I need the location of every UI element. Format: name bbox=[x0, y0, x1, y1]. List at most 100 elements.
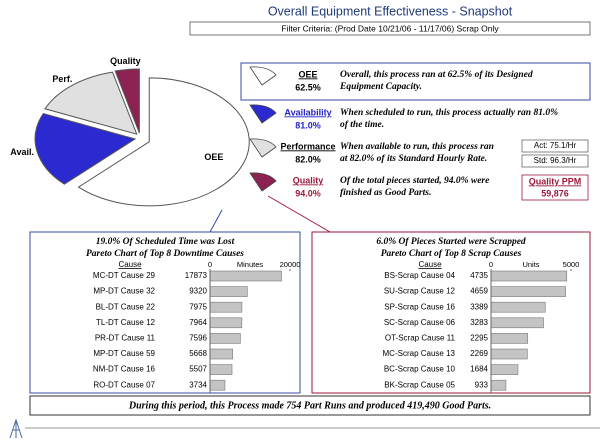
value-label: 7975 bbox=[189, 302, 207, 311]
category-label: MP-DT Cause 59 bbox=[93, 349, 155, 358]
oee-box bbox=[240, 62, 591, 101]
footer-box bbox=[29, 395, 591, 416]
value-label: 4659 bbox=[470, 287, 488, 296]
category-label: BS-Scrap Cause 04 bbox=[384, 271, 455, 280]
x-tick-label: 20000 bbox=[280, 260, 301, 269]
bar bbox=[490, 379, 507, 391]
bar bbox=[490, 348, 528, 360]
logo bbox=[9, 418, 23, 439]
panel bbox=[311, 231, 591, 394]
value-label: 4735 bbox=[470, 271, 488, 280]
metric-name[interactable]: Availability bbox=[284, 107, 331, 117]
ppm-value: 59,876 bbox=[541, 188, 569, 198]
metric-name[interactable]: Performance bbox=[280, 141, 335, 151]
bar bbox=[490, 270, 568, 282]
y-axis-label: Cause bbox=[118, 260, 142, 269]
category-label: MP-DT Cause 32 bbox=[93, 287, 155, 296]
value-label: 7596 bbox=[189, 334, 207, 343]
x-axis-label: Minutes bbox=[237, 260, 264, 269]
bar bbox=[209, 333, 241, 344]
pie-slice bbox=[77, 77, 250, 207]
metric-text: finished as Good Parts. bbox=[340, 188, 431, 198]
ppm-box bbox=[521, 174, 589, 201]
category-label: MC-DT Cause 29 bbox=[93, 271, 156, 280]
bar bbox=[209, 379, 226, 391]
value-label: 5668 bbox=[189, 349, 207, 358]
category-label: TL-DT Cause 12 bbox=[96, 318, 156, 327]
filter-box bbox=[189, 21, 591, 36]
x-tick-label: 5000 bbox=[563, 260, 580, 269]
connector bbox=[209, 209, 223, 233]
title: Overall Equipment Effectiveness - Snapsh… bbox=[268, 4, 513, 18]
metric-text: Equipment Capacity. bbox=[339, 82, 422, 92]
bar bbox=[490, 333, 529, 344]
bar bbox=[209, 317, 243, 329]
value-label: 9320 bbox=[189, 287, 207, 296]
category-label: BC-Scrap Cause 10 bbox=[384, 365, 456, 374]
standard-rate: Std: 96.3/Hr bbox=[534, 156, 577, 165]
bar bbox=[209, 348, 233, 360]
value-label: 2295 bbox=[470, 334, 488, 343]
actual-rate: Act: 75.1/Hr bbox=[534, 141, 577, 150]
category-label: PR-DT Cause 11 bbox=[95, 334, 156, 343]
pie-label: Avail. bbox=[10, 147, 34, 157]
category-label: SU-Scrap Cause 12 bbox=[384, 287, 456, 296]
ppm-label[interactable]: Quality PPM bbox=[529, 176, 582, 186]
value-label: 5507 bbox=[189, 365, 207, 374]
footer: During this period, this Process made 75… bbox=[128, 400, 491, 411]
x-tick-label: 0 bbox=[208, 260, 212, 269]
metric-text: When scheduled to run, this process actu… bbox=[340, 108, 558, 118]
metric-icon bbox=[249, 138, 277, 158]
category-label: RO-DT Cause 07 bbox=[93, 380, 155, 389]
metric-value: 81.0% bbox=[295, 120, 321, 130]
act-box bbox=[521, 139, 589, 153]
metric-value: 62.5% bbox=[295, 82, 321, 92]
metric-icon bbox=[249, 66, 277, 86]
std-box bbox=[521, 154, 589, 168]
bar bbox=[209, 286, 248, 297]
value-label: 1684 bbox=[470, 365, 488, 374]
value-label: 2269 bbox=[470, 349, 488, 358]
metric-text: Overall, this process ran at 62.5% of it… bbox=[340, 70, 533, 80]
filter: Filter Criteria: (Prod Date 10/21/06 - 1… bbox=[281, 23, 499, 33]
chart-title: 19.0% Of Scheduled Time was Lost bbox=[96, 237, 235, 247]
pie-label: OEE bbox=[204, 152, 223, 162]
pie-slice bbox=[114, 68, 140, 134]
metric-icon bbox=[249, 104, 277, 124]
y-axis-label: Cause bbox=[418, 260, 442, 269]
chart-subtitle: Pareto Chart of Top 8 Scrap Causes bbox=[381, 249, 522, 259]
metric-value: 94.0% bbox=[295, 188, 321, 198]
value-label: 3734 bbox=[189, 380, 207, 389]
category-label: NM-DT Cause 16 bbox=[93, 365, 156, 374]
x-axis-label: Units bbox=[522, 260, 539, 269]
metric-name[interactable]: Quality bbox=[293, 175, 324, 185]
value-label: 3283 bbox=[470, 318, 488, 327]
value-label: 17873 bbox=[185, 271, 208, 280]
metric-value: 82.0% bbox=[295, 154, 321, 164]
metric-icon bbox=[249, 172, 277, 192]
bar bbox=[209, 301, 243, 313]
metric-name[interactable]: OEE bbox=[298, 69, 317, 79]
pie-slice bbox=[34, 112, 137, 185]
category-label: SC-Scrap Cause 06 bbox=[384, 318, 456, 327]
pie-slice bbox=[44, 71, 138, 135]
connector bbox=[267, 195, 331, 233]
bar bbox=[490, 286, 566, 297]
category-label: OT-Scrap Cause 11 bbox=[385, 334, 456, 343]
bar bbox=[490, 301, 546, 313]
value-label: 7964 bbox=[189, 318, 207, 327]
category-label: MC-Scrap Cause 13 bbox=[383, 349, 456, 358]
value-label: 3389 bbox=[470, 302, 488, 311]
metric-text: of the time. bbox=[340, 120, 384, 130]
pie-label: Quality bbox=[110, 56, 141, 66]
bar bbox=[490, 364, 519, 375]
category-label: BK-Scrap Cause 05 bbox=[384, 380, 455, 389]
value-label: 933 bbox=[475, 380, 489, 389]
metric-text: Of the total pieces started, 94.0% were bbox=[340, 176, 490, 186]
chart-subtitle: Pareto Chart of Top 8 Downtime Causes bbox=[86, 249, 244, 259]
category-label: SP-Scrap Cause 16 bbox=[384, 302, 455, 311]
chart-title: 6.0% Of Pieces Started were Scrapped bbox=[376, 237, 526, 247]
bar bbox=[209, 364, 233, 375]
